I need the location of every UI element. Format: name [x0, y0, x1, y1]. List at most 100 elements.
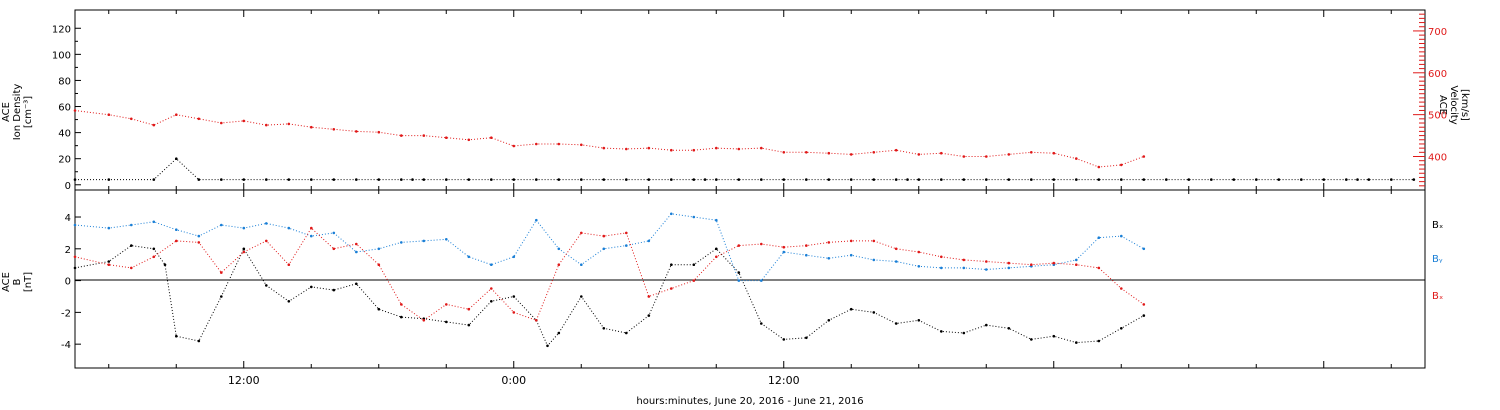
bfield-tick-label: -4 [61, 340, 71, 351]
velocity-point [849, 153, 853, 156]
density-tick-label: 100 [52, 50, 71, 61]
velocity-point [737, 147, 741, 151]
x-tick-label: 12:00 [228, 374, 260, 387]
density-axis-title-line1: ACE [1, 102, 12, 122]
velocity-point [805, 151, 808, 154]
velocity-point [557, 142, 561, 146]
velocity-point-trace [74, 110, 1144, 168]
velocity-tick-label: 400 [1428, 153, 1447, 164]
ion-density-point [917, 178, 921, 181]
velocity-point [894, 148, 898, 152]
bz-point [805, 244, 808, 247]
velocity-axis-title-line1: ACE [1437, 95, 1448, 115]
bx-point [1007, 327, 1011, 330]
bz-point [894, 247, 898, 251]
bx-point [670, 263, 673, 267]
bz-point [355, 242, 358, 246]
bfield-axis-title-line1: ACE [1, 272, 12, 292]
by-point-trace [74, 213, 1145, 282]
by-point [1142, 247, 1146, 251]
velocity-point [670, 148, 673, 152]
bz-point [1052, 261, 1056, 265]
velocity-point [602, 146, 606, 150]
ion-density-point [1142, 178, 1146, 181]
by-point [130, 223, 133, 227]
bx-point [73, 266, 77, 270]
velocity-axis-title-line2: Velocity [1448, 85, 1459, 124]
ion-density-point [872, 178, 876, 181]
bz-point [422, 319, 426, 322]
ion-density-point [647, 178, 651, 181]
bx-point [130, 244, 133, 247]
velocity-point [760, 146, 763, 150]
by-point [760, 279, 763, 282]
bfield-axis-title-line2: B [12, 278, 23, 285]
bx-point [692, 263, 696, 267]
bfield-tick-label: 4 [65, 213, 71, 224]
plot-frame [74, 9, 1426, 369]
bx-point [107, 260, 111, 263]
density-tick-label: 60 [58, 103, 71, 114]
ion-density-point [411, 178, 414, 181]
ion-density-point [1277, 178, 1281, 181]
velocity-point [265, 123, 268, 127]
bfield-axis-title-line3: [nT] [23, 272, 34, 292]
bx-point [332, 288, 336, 292]
by-point [287, 226, 291, 230]
by-point [355, 250, 358, 254]
bfield-axis-ticks: -4 -2 0 2 4 [61, 213, 81, 351]
x-axis-ticks: 12:00 0:00 12:00 [108, 10, 1392, 387]
bx-point [163, 263, 167, 267]
bx-point [1142, 314, 1146, 317]
by-point [782, 250, 786, 254]
ion-density-point [377, 178, 381, 181]
by-point [377, 247, 381, 251]
by-point [985, 268, 988, 271]
ion-density-point [1367, 178, 1371, 181]
velocity-point [400, 134, 403, 137]
bx-point [175, 334, 178, 338]
legend-by: Bᵧ [1432, 254, 1443, 265]
velocity-axis-title-line3: [km/s] [1459, 89, 1470, 121]
bx-point [467, 323, 471, 327]
velocity-tick-label: 700 [1428, 27, 1447, 38]
ion-density-point [737, 178, 741, 181]
velocity-axis-ticks: 400 500 600 700 [1413, 13, 1447, 187]
bz-point [827, 241, 831, 244]
density-axis-ticks: 0 20 40 60 80 100 120 [52, 24, 81, 192]
ion-density-point [906, 178, 909, 181]
velocity-point [985, 155, 988, 158]
bx-point [1052, 334, 1056, 338]
bz-point-trace [74, 227, 1145, 321]
velocity-point [242, 119, 246, 123]
by-point [535, 218, 538, 222]
velocity-point [197, 117, 201, 121]
ion-density-point [1412, 178, 1416, 181]
bx-point [512, 295, 516, 298]
ion-density-point [962, 178, 966, 181]
density-tick-label: 40 [58, 129, 71, 140]
by-point [332, 231, 336, 235]
bfield-tick-label: 2 [65, 245, 71, 256]
ion-density-point [332, 178, 336, 181]
velocity-point [1030, 151, 1033, 154]
by-point [849, 253, 853, 257]
ion-density-point [602, 178, 606, 181]
velocity-point [287, 122, 291, 126]
ion-density-point [1322, 178, 1326, 181]
bx-point [400, 315, 403, 319]
bfield-tick-label: -2 [61, 308, 71, 319]
velocity-point [625, 147, 628, 151]
bx-point [985, 323, 988, 327]
bz-point [580, 231, 583, 235]
velocity-point [355, 130, 358, 133]
bx-point [197, 339, 201, 343]
velocity-point [1052, 151, 1056, 155]
ion-density-point [827, 178, 831, 181]
bfield-tick-label: 0 [65, 277, 71, 288]
by-point [715, 218, 718, 222]
bz-point [782, 245, 786, 249]
velocity-tick-label: 600 [1428, 69, 1447, 80]
velocity-point [310, 125, 313, 129]
